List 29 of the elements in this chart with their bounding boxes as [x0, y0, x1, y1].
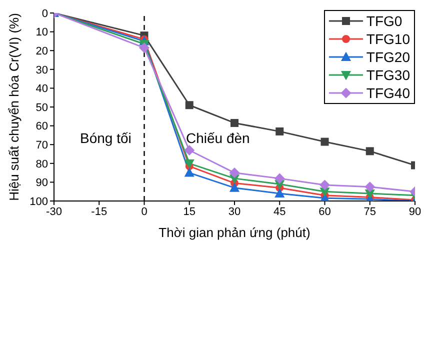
x-tick-label: 45 — [274, 206, 286, 218]
x-tick-label: -30 — [46, 206, 62, 218]
y-tick-label: 20 — [36, 46, 48, 58]
x-tick-label: 75 — [364, 206, 376, 218]
annotation: Bóng tối — [80, 130, 132, 146]
legend-label: TFG20 — [366, 48, 410, 66]
y-tick-label: 80 — [36, 158, 48, 170]
x-tick-label: 15 — [183, 206, 196, 218]
legend-label: TFG10 — [366, 30, 410, 48]
y-tick-label: 10 — [36, 26, 48, 39]
y-tick-label: 90 — [36, 177, 48, 190]
annotation: Chiếu đèn — [186, 130, 250, 146]
x-tick-label: 60 — [318, 206, 331, 218]
legend-label: TFG0 — [366, 12, 402, 30]
x-tick-label: 30 — [228, 206, 241, 218]
x-tick-label: 90 — [408, 206, 422, 218]
y-tick-label: 70 — [36, 140, 48, 152]
y-tick-label: 60 — [36, 120, 48, 133]
x-tick-label: -15 — [91, 206, 108, 218]
y-tick-label: 40 — [36, 83, 48, 96]
x-tick-label: 0 — [141, 206, 148, 218]
x-axis-title: Thời gian phản ứng (phút) — [158, 225, 310, 240]
legend-label: TFG30 — [366, 66, 410, 84]
y-tick-label: 0 — [42, 8, 48, 20]
y-tick-label: 50 — [36, 102, 48, 114]
y-axis-title: Hiệu suất chuyển hóa Cr(VI) (%) — [6, 13, 22, 201]
y-tick-label: 100 — [30, 196, 48, 208]
legend-label: TFG40 — [366, 84, 410, 102]
y-tick-label: 30 — [36, 64, 48, 76]
